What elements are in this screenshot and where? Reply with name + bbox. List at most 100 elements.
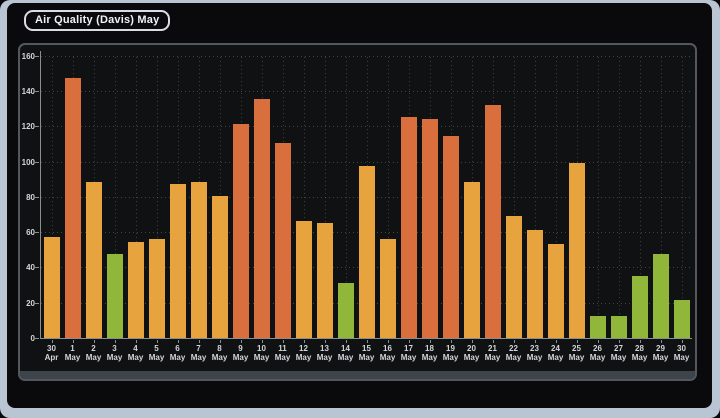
x-tick-mark xyxy=(156,340,158,343)
x-tick-label: 23 May xyxy=(526,344,543,362)
x-tick-mark xyxy=(387,340,389,343)
gridline-vertical xyxy=(660,57,662,338)
gridline-vertical xyxy=(618,57,620,338)
y-tick-label: 140 xyxy=(21,87,35,96)
bar-column xyxy=(608,57,629,339)
gridline-vertical xyxy=(387,57,389,338)
x-axis-column: 5 May xyxy=(146,340,167,370)
x-tick-label: 16 May xyxy=(379,344,396,362)
x-tick-label: 3 May xyxy=(106,344,123,362)
bar-11-may xyxy=(274,143,291,339)
y-tick-label: 60 xyxy=(26,228,35,237)
bar-4-may xyxy=(127,242,144,339)
x-tick-label: 20 May xyxy=(463,344,480,362)
x-axis-labels: 30 Apr 1 May 2 May 3 May 4 May 5 May 6 May 7 May 8 May 9 Ma… xyxy=(41,340,692,370)
bar-28-may xyxy=(631,276,648,339)
bar-24-may xyxy=(547,244,564,339)
bar-column xyxy=(650,57,671,339)
x-axis-column: 7 May xyxy=(188,340,209,370)
chart-title: Air Quality (Davis) May xyxy=(35,14,160,26)
bar-column xyxy=(62,57,83,339)
bar-column xyxy=(293,57,314,339)
x-axis-column: 28 May xyxy=(629,340,650,370)
bar-column xyxy=(482,57,503,339)
x-tick-mark xyxy=(282,340,284,343)
x-tick-mark xyxy=(639,340,641,343)
x-tick-label: 2 May xyxy=(85,344,102,362)
bar-column xyxy=(41,57,62,339)
chart-panel: 0 20 40 60 80 100 120 140 160 30 Apr 1 May 2 May 3 May 4… xyxy=(18,43,697,381)
x-axis-column: 4 May xyxy=(125,340,146,370)
bar-column xyxy=(314,57,335,339)
bar-29-may xyxy=(652,254,669,339)
x-axis-column: 10 May xyxy=(251,340,272,370)
y-tick-mark xyxy=(35,197,39,198)
x-axis-column: 19 May xyxy=(440,340,461,370)
x-axis-column: 18 May xyxy=(419,340,440,370)
bar-column xyxy=(398,57,419,339)
x-tick-label: 4 May xyxy=(127,344,144,362)
x-tick-mark xyxy=(261,340,263,343)
x-tick-label: 1 May xyxy=(64,344,81,362)
x-tick-label: 30 Apr xyxy=(44,344,59,362)
x-axis-column: 6 May xyxy=(167,340,188,370)
x-tick-mark xyxy=(555,340,557,343)
x-tick-label: 24 May xyxy=(547,344,564,362)
x-tick-mark xyxy=(177,340,179,343)
x-tick-mark xyxy=(72,340,74,343)
x-axis-column: 14 May xyxy=(335,340,356,370)
x-tick-label: 22 May xyxy=(505,344,522,362)
x-axis-column: 17 May xyxy=(398,340,419,370)
gridline-vertical xyxy=(345,57,347,338)
bar-9-may xyxy=(232,124,249,339)
x-axis-column: 22 May xyxy=(503,340,524,370)
x-tick-label: 29 May xyxy=(652,344,669,362)
gridline-vertical xyxy=(303,57,305,338)
x-axis-column: 11 May xyxy=(272,340,293,370)
bar-7-may xyxy=(190,182,207,339)
x-axis-column: 15 May xyxy=(356,340,377,370)
x-axis-column: 27 May xyxy=(608,340,629,370)
bar-column xyxy=(335,57,356,339)
y-tick-label: 40 xyxy=(26,263,35,272)
x-tick-mark xyxy=(429,340,431,343)
bar-5-may xyxy=(148,239,165,339)
x-tick-label: 8 May xyxy=(211,344,228,362)
bar-column xyxy=(272,57,293,339)
x-tick-mark xyxy=(219,340,221,343)
x-tick-label: 26 May xyxy=(589,344,606,362)
x-axis-column: 30 May xyxy=(671,340,692,370)
bar-10-may xyxy=(253,99,270,339)
bar-column xyxy=(524,57,545,339)
bar-21-may xyxy=(484,105,501,339)
x-axis-column: 30 Apr xyxy=(41,340,62,370)
bar-17-may xyxy=(400,117,417,339)
x-tick-mark xyxy=(471,340,473,343)
x-tick-label: 5 May xyxy=(148,344,165,362)
app-window: Air Quality (Davis) May 0 20 40 60 80 100 120 1… xyxy=(7,3,712,408)
x-tick-mark xyxy=(618,340,620,343)
x-tick-mark xyxy=(51,340,53,343)
x-axis-column: 23 May xyxy=(524,340,545,370)
gridline-vertical xyxy=(51,57,53,338)
x-tick-label: 28 May xyxy=(631,344,648,362)
bar-27-may xyxy=(610,316,627,339)
bar-column xyxy=(566,57,587,339)
bar-20-may xyxy=(463,182,480,339)
gridline-vertical xyxy=(534,57,536,338)
x-axis-column: 8 May xyxy=(209,340,230,370)
bar-column xyxy=(125,57,146,339)
x-tick-mark xyxy=(345,340,347,343)
gridline-horizontal xyxy=(41,126,692,127)
bar-8-may xyxy=(211,196,228,339)
x-axis-column: 21 May xyxy=(482,340,503,370)
bar-13-may xyxy=(316,223,333,339)
y-tick-mark xyxy=(35,232,39,233)
x-tick-label: 15 May xyxy=(358,344,375,362)
x-tick-label: 14 May xyxy=(337,344,354,362)
bar-1-may xyxy=(64,78,81,339)
x-axis-column: 26 May xyxy=(587,340,608,370)
x-tick-label: 30 May xyxy=(673,344,690,362)
y-axis-line xyxy=(40,51,41,339)
